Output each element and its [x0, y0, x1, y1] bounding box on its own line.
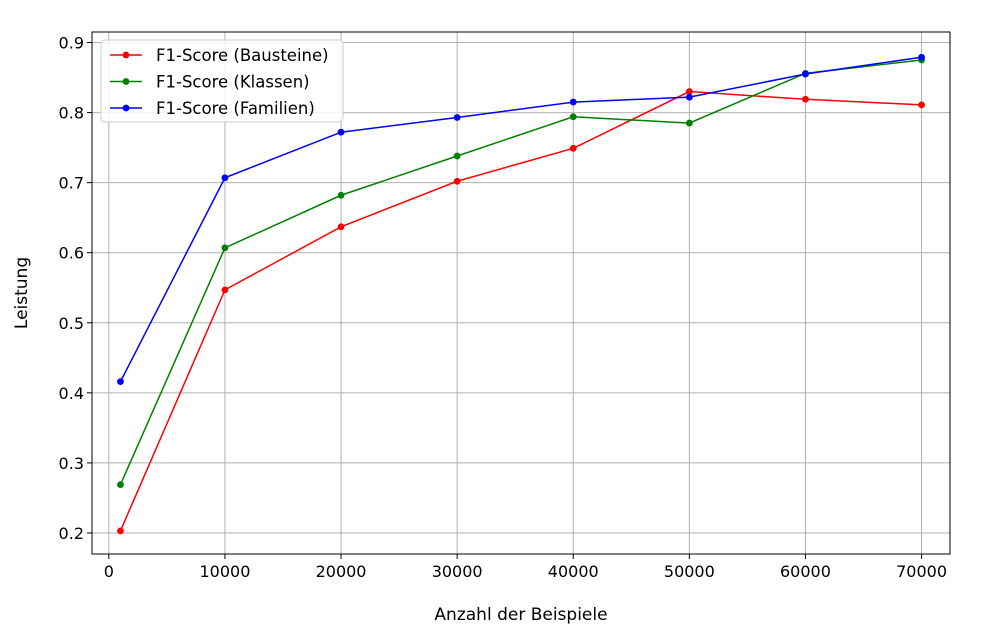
- series-f1-score-familien: [117, 53, 925, 386]
- y-tick-label: 0.6: [59, 244, 84, 263]
- series-line-f1-score-familien: [119, 56, 922, 382]
- x-tick-label: 20000: [316, 562, 367, 581]
- legend: F1-Score (Bausteine) F1-Score (Klassen) F1…: [100, 39, 344, 123]
- data-point-f1-score-familien: [337, 128, 345, 136]
- data-point-f1-score-klassen: [569, 113, 577, 121]
- data-point-f1-score-familien: [918, 53, 925, 61]
- data-point-f1-score-familien: [117, 378, 124, 386]
- legend-swatch-marker-f1-score-bausteine: [122, 51, 130, 59]
- x-tick-label: 10000: [199, 562, 250, 581]
- data-point-f1-score-familien: [685, 93, 693, 101]
- data-point-f1-score-bausteine: [221, 286, 229, 294]
- y-tick-label: 0.8: [59, 104, 84, 123]
- x-axis-title: Anzahl der Beispiele: [434, 605, 607, 625]
- series-group: [117, 53, 925, 535]
- data-point-f1-score-klassen: [117, 481, 124, 489]
- legend-box: [100, 39, 344, 123]
- data-point-f1-score-bausteine: [918, 101, 925, 109]
- data-point-f1-score-bausteine: [117, 527, 124, 535]
- data-point-f1-score-bausteine: [802, 95, 809, 103]
- y-tick-label: 0.5: [59, 314, 84, 333]
- series-line-f1-score-bausteine: [119, 90, 922, 532]
- data-point-f1-score-familien: [221, 174, 229, 182]
- data-point-f1-score-familien: [569, 98, 577, 106]
- series-f1-score-bausteine: [117, 88, 925, 535]
- y-tick-label: 0.4: [59, 384, 84, 403]
- data-point-f1-score-klassen: [221, 244, 229, 252]
- legend-swatch-marker-f1-score-familien: [122, 104, 130, 112]
- x-tick-label: 70000: [896, 562, 947, 581]
- y-tick-label: 0.9: [59, 34, 84, 53]
- data-point-f1-score-familien: [802, 70, 809, 78]
- data-point-f1-score-bausteine: [453, 177, 461, 185]
- x-tick-label: 40000: [548, 562, 599, 581]
- legend-label-f1-score-bausteine: F1-Score (Bausteine): [156, 46, 329, 65]
- y-tick-label: 0.7: [59, 174, 84, 193]
- plot-frame: [91, 31, 951, 555]
- data-point-f1-score-klassen: [453, 152, 461, 160]
- data-point-f1-score-bausteine: [337, 223, 345, 231]
- y-tick-label: 0.3: [59, 454, 84, 473]
- x-tick-label: 0: [104, 562, 114, 581]
- y-axis-title: Leistung: [12, 257, 32, 329]
- data-point-f1-score-klassen: [685, 119, 693, 127]
- legend-label-f1-score-familien: F1-Score (Familien): [156, 99, 315, 118]
- axis-ticks: 0 10000 20000 30000 40000 50000 60000 70000 0.2 0…: [59, 34, 947, 581]
- data-point-f1-score-bausteine: [569, 144, 577, 152]
- x-tick-label: 30000: [432, 562, 483, 581]
- x-tick-label: 60000: [780, 562, 831, 581]
- series-line-f1-score-klassen: [119, 59, 922, 485]
- data-point-f1-score-klassen: [337, 191, 345, 199]
- legend-label-f1-score-klassen: F1-Score (Klassen): [156, 73, 310, 92]
- data-point-f1-score-bausteine: [685, 88, 693, 95]
- x-tick-label: 50000: [664, 562, 715, 581]
- y-tick-label: 0.2: [59, 524, 84, 543]
- data-point-f1-score-familien: [453, 114, 461, 121]
- legend-swatch-marker-f1-score-klassen: [122, 78, 130, 85]
